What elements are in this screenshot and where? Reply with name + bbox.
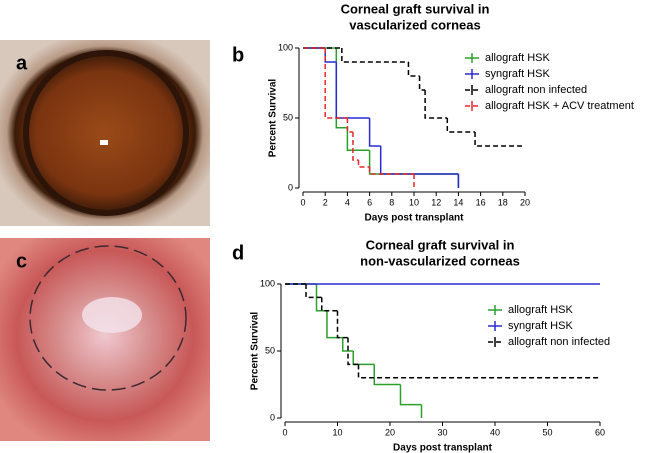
y-axis-label: Percent Survival (268, 79, 279, 158)
chart-title: Corneal graft survival in (366, 237, 515, 252)
legend-label: allograft HSK (485, 52, 550, 64)
survival-step (418, 76, 426, 91)
survival-step (368, 118, 381, 147)
survival-step (446, 118, 476, 133)
x-tick-label: 8 (389, 197, 394, 207)
survival-step (341, 48, 409, 63)
x-tick-label: 0 (300, 197, 305, 207)
survival-step (399, 384, 422, 406)
x-tick-label: 40 (490, 427, 500, 437)
x-tick-label: 16 (476, 197, 486, 207)
survival-step (324, 48, 337, 63)
y-tick-label: 100 (260, 278, 275, 288)
y-tick-label: 0 (270, 412, 275, 422)
survival-step (305, 284, 322, 299)
x-tick-label: 60 (595, 427, 605, 437)
panel-label: b (232, 44, 244, 66)
legend-label: syngraft HSK (485, 68, 550, 80)
x-tick-label: 50 (542, 427, 552, 437)
x-axis-label: Days post transplant (393, 443, 493, 453)
panel-label: c (16, 250, 27, 272)
chart-title: non-vascularized corneas (360, 253, 520, 268)
panel-label: a (16, 52, 28, 74)
legend-label: allograft HSK (508, 304, 573, 316)
chart-title: vascularized corneas (349, 17, 481, 32)
survival-step (336, 310, 348, 339)
survival-step (352, 351, 375, 366)
survival-step (321, 297, 338, 312)
survival-step (315, 284, 327, 312)
x-tick-label: 4 (345, 197, 350, 207)
x-tick-label: 20 (520, 197, 530, 207)
x-tick-label: 20 (385, 427, 395, 437)
panel-label: d (232, 242, 244, 264)
y-tick-label: 100 (278, 42, 293, 52)
survival-step (352, 132, 359, 161)
survival-step (368, 150, 459, 175)
survival-step (347, 337, 359, 366)
survival-step (346, 127, 370, 151)
x-tick-label: 30 (437, 427, 447, 437)
legend-label: allograft non infected (485, 84, 587, 96)
legend-label: syngraft HSK (508, 320, 573, 332)
x-tick-label: 6 (367, 197, 372, 207)
x-tick-label: 18 (498, 197, 508, 207)
y-tick-label: 0 (288, 182, 293, 192)
survival-step (326, 310, 343, 339)
survival-step (324, 48, 348, 119)
x-axis-label: Days post transplant (365, 213, 465, 224)
survival-step (373, 364, 401, 386)
survival-step (379, 146, 459, 175)
survival-step (474, 132, 525, 147)
x-tick-label: 10 (409, 197, 419, 207)
legend-label: allograft non infected (508, 336, 610, 348)
chart-title: Corneal graft survival in (341, 1, 490, 16)
survival-step (424, 90, 448, 119)
survival-step (357, 364, 600, 379)
legend-label: allograft HSK + ACV treatment (485, 100, 634, 112)
x-tick-label: 12 (431, 197, 441, 207)
survival-step (357, 160, 370, 168)
x-tick-label: 14 (453, 197, 463, 207)
survival-step (335, 62, 370, 119)
x-tick-label: 10 (332, 427, 342, 437)
survival-step (346, 118, 353, 133)
y-tick-label: 50 (265, 345, 275, 355)
x-tick-label: 2 (323, 197, 328, 207)
x-tick-label: 0 (282, 427, 287, 437)
y-axis-label: Percent Survival (250, 312, 261, 391)
survival-step (342, 337, 354, 352)
photo-c (0, 238, 210, 441)
y-tick-label: 50 (283, 112, 293, 122)
survival-step (368, 167, 414, 175)
survival-step (407, 62, 420, 77)
photo-a (0, 40, 210, 226)
